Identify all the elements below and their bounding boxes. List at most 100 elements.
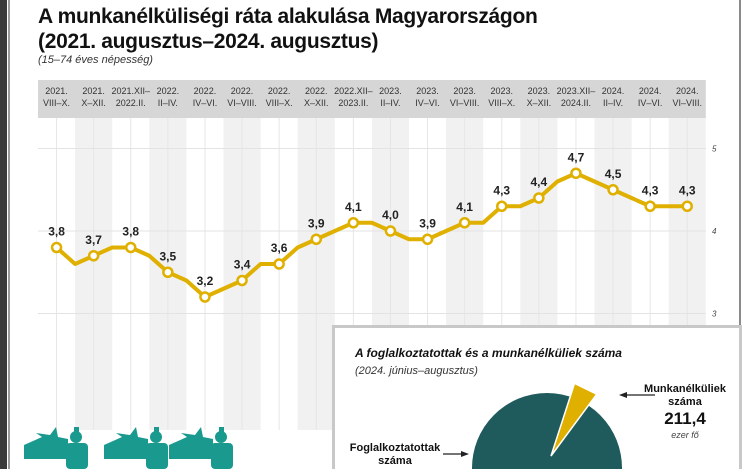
data-label: 3,8 xyxy=(122,225,139,239)
x-tick-label: VI–VIII. xyxy=(227,98,257,108)
x-tick-label: 2024. xyxy=(602,86,625,96)
x-tick-label: 2023.II. xyxy=(338,98,368,108)
pie-subtitle: (2024. június–augusztus) xyxy=(355,365,478,377)
x-tick-label: 2024. xyxy=(639,86,662,96)
pie-chart xyxy=(443,382,655,469)
x-tick-label: 2021.XII– xyxy=(111,86,150,96)
x-tick-label: 2023. xyxy=(453,86,476,96)
data-point xyxy=(162,266,174,278)
data-point xyxy=(87,250,100,262)
employed-label: Foglalkoztatottak száma xyxy=(349,442,441,467)
data-point xyxy=(199,291,211,303)
data-label: 4,7 xyxy=(568,150,585,164)
x-tick-label: 2023. xyxy=(416,86,439,96)
title-line-2: (2021. augusztus–2024. augusztus) xyxy=(38,30,379,53)
data-label: 3,4 xyxy=(234,258,251,272)
worker-figure-icon xyxy=(104,427,168,469)
y-tick-label: 3 xyxy=(712,310,717,319)
data-point xyxy=(607,184,619,196)
x-tick-label: 2023. xyxy=(490,86,513,96)
unemployed-value: 211,4 xyxy=(664,409,706,428)
series-line xyxy=(55,171,688,299)
data-point xyxy=(458,217,471,229)
data-label: 4,3 xyxy=(679,183,696,197)
x-tick-label: 2021. xyxy=(82,86,105,96)
y-tick-label: 5 xyxy=(712,145,717,154)
data-point xyxy=(273,258,285,270)
unemployed-arrowhead xyxy=(619,392,627,398)
data-point xyxy=(496,200,508,212)
pie-slice-unemployed xyxy=(550,382,598,457)
x-tick-label: VI–VIII. xyxy=(450,98,480,108)
data-label: 4,1 xyxy=(456,200,473,214)
data-label: 3,7 xyxy=(85,233,102,247)
data-point xyxy=(533,192,545,204)
worker-figure-icon xyxy=(24,427,88,469)
data-point xyxy=(236,274,248,287)
employed-arrowhead xyxy=(461,451,469,457)
data-point xyxy=(347,217,360,229)
data-label: 3,9 xyxy=(308,216,325,230)
data-label: 4,4 xyxy=(531,175,548,189)
x-tick-label: X–XII. xyxy=(304,98,329,108)
category-header-band xyxy=(38,80,706,118)
worker-figure-icon xyxy=(169,427,233,469)
x-tick-label: 2022.II. xyxy=(116,98,146,108)
data-label: 4,3 xyxy=(642,183,659,197)
x-tick-label: VIII–X. xyxy=(43,98,70,108)
x-tick-label: 2023. xyxy=(379,86,402,96)
frame-left-line xyxy=(8,0,10,469)
data-point xyxy=(50,241,63,254)
y-tick-label: 4 xyxy=(712,227,717,236)
data-label: 3,6 xyxy=(271,241,288,255)
x-tick-label: II–IV. xyxy=(603,98,623,108)
x-tick-label: IV–VI. xyxy=(638,98,663,108)
pie-inset: A foglalkoztatottak és a munkanélküliek … xyxy=(332,325,742,469)
x-tick-label: 2022. xyxy=(194,86,217,96)
data-label: 4,1 xyxy=(345,200,362,214)
x-tick-label: 2022. xyxy=(231,86,254,96)
x-tick-label: IV–VI. xyxy=(415,98,440,108)
x-tick-label: 2022.XII– xyxy=(334,86,373,96)
data-point xyxy=(125,241,137,254)
x-tick-label: 2023.XII– xyxy=(557,86,596,96)
x-tick-label: X–XII. xyxy=(81,98,106,108)
x-tick-label: VIII–X. xyxy=(488,98,515,108)
data-label: 3,2 xyxy=(197,274,214,288)
chart-subtitle: (15–74 éves népesség) xyxy=(38,54,153,66)
chart-title: A munkanélküliségi ráta alakulása Magyar… xyxy=(38,4,538,54)
pie-slice-employed xyxy=(472,393,622,469)
x-tick-label: 2022. xyxy=(157,86,180,96)
x-tick-label: 2022. xyxy=(268,86,291,96)
data-point xyxy=(421,233,434,245)
unemployed-unit: ezer fő xyxy=(671,430,699,440)
frame-left-border xyxy=(0,0,7,469)
data-point xyxy=(681,200,693,212)
x-tick-label: II–IV. xyxy=(380,98,400,108)
data-label: 3,5 xyxy=(160,249,177,263)
data-label: 3,9 xyxy=(419,216,436,230)
x-tick-label: 2021. xyxy=(45,86,68,96)
x-tick-label: 2022. xyxy=(305,86,328,96)
pie-title: A foglalkoztatottak és a munkanélküliek … xyxy=(355,346,622,360)
data-point xyxy=(644,200,656,212)
data-point xyxy=(570,167,582,179)
x-tick-label: IV–VI. xyxy=(193,98,218,108)
x-tick-label: X–XII. xyxy=(527,98,552,108)
x-tick-label: VI–VIII. xyxy=(672,98,702,108)
x-tick-label: 2024.II. xyxy=(561,98,591,108)
x-tick-label: II–IV. xyxy=(158,98,178,108)
data-label: 4,5 xyxy=(605,167,622,181)
data-point xyxy=(384,225,397,237)
x-tick-label: 2024. xyxy=(676,86,699,96)
x-tick-label: 2023. xyxy=(528,86,551,96)
data-label: 4,0 xyxy=(382,208,399,222)
data-label: 3,8 xyxy=(48,225,65,239)
title-line-1: A munkanélküliségi ráta alakulása Magyar… xyxy=(38,5,538,28)
data-label: 4,3 xyxy=(493,183,510,197)
unemployed-label: Munkanélküliek száma xyxy=(644,383,726,408)
x-tick-label: VIII–X. xyxy=(266,98,293,108)
data-point xyxy=(310,233,322,245)
